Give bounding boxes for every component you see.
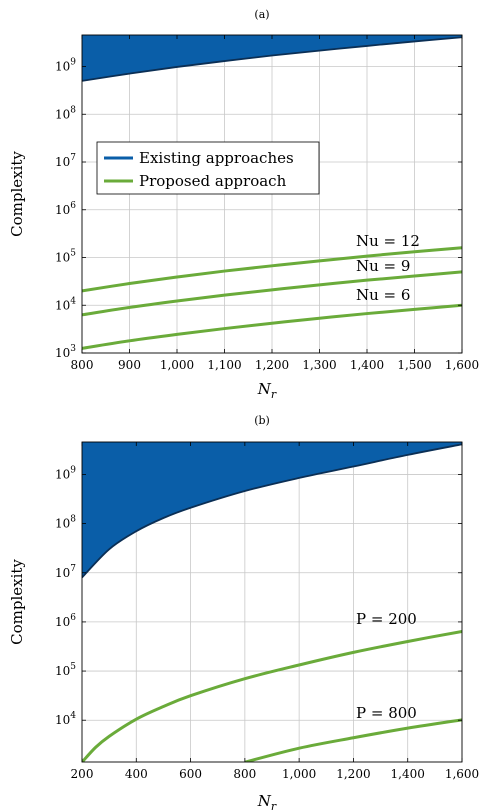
y-tick-label: 107 [55,564,76,580]
plot-area [82,35,462,350]
legend-entry-label: Proposed approach [139,172,287,190]
x-axis-title: Nr [257,380,277,401]
x-tick-label: 1,200 [255,358,289,372]
y-axis-title: Complexity [8,151,26,237]
chart-panel-b: (b) 200 400 600 800 1,000 1,200 1,400 1,600 104 10… [8,414,479,810]
series-line-2 [82,270,462,317]
x-tick-label: 1,000 [282,767,316,781]
series-line-1 [82,246,462,293]
x-tick-label: 200 [71,767,94,781]
x-tick-label: 1,600 [445,767,479,781]
y-axis-title: Complexity [8,559,26,645]
y-tick-label: 105 [55,662,76,678]
x-tick-label: 1,500 [397,358,431,372]
x-tick-label: 1,200 [336,767,370,781]
x-tick-label: 1,000 [160,358,194,372]
x-tick-label: 600 [179,767,202,781]
x-axis-title: Nr [257,792,277,810]
x-tick-label: 400 [125,767,148,781]
panel-label: (b) [254,414,270,427]
y-tick-label: 104 [55,711,76,727]
x-tick-label: 900 [118,358,141,372]
series-annotation: Nu = 12 [356,232,420,250]
plot-area [82,442,462,762]
series-annotation: P = 800 [356,704,417,722]
y-tick-label: 107 [55,153,76,169]
existing-approaches-area [82,442,462,578]
y-tick-label: 105 [55,249,76,265]
existing-approaches-area [82,35,462,81]
x-tick-label: 1,300 [302,358,336,372]
legend-entry-label: Existing approaches [139,149,294,167]
series-annotation: P = 200 [356,610,417,628]
x-tick-label: 1,100 [207,358,241,372]
series-annotation: Nu = 6 [356,286,410,304]
y-tick-label: 108 [55,515,76,531]
series-line-2 [244,718,462,762]
y-tick-label: 109 [55,465,76,481]
series-line-1 [82,629,462,762]
x-tick-label: 1,400 [350,358,384,372]
plot-frame [81,441,463,763]
x-tick-label: 1,600 [445,358,479,372]
x-tick-label: 1,400 [391,767,425,781]
chart-panel-a: (a) 800 900 1,000 1,100 1,200 1,300 1,400 1,500 1… [8,8,479,401]
existing-approaches-boundary [82,443,462,579]
y-tick-label: 106 [55,201,76,217]
existing-approaches-boundary [82,36,462,82]
panel-label: (a) [254,8,269,21]
legend: Existing approaches Proposed approach [96,141,320,195]
x-tick-label: 800 [71,358,94,372]
y-tick-label: 104 [55,296,76,312]
y-tick-label: 109 [55,58,76,74]
legend-box [96,141,320,195]
x-tick-label: 800 [233,767,256,781]
y-tick-label: 106 [55,613,76,629]
y-tick-label: 108 [55,105,76,121]
series-line-3 [82,303,462,350]
y-tick-label: 103 [55,344,76,360]
series-annotation: Nu = 9 [356,257,410,275]
